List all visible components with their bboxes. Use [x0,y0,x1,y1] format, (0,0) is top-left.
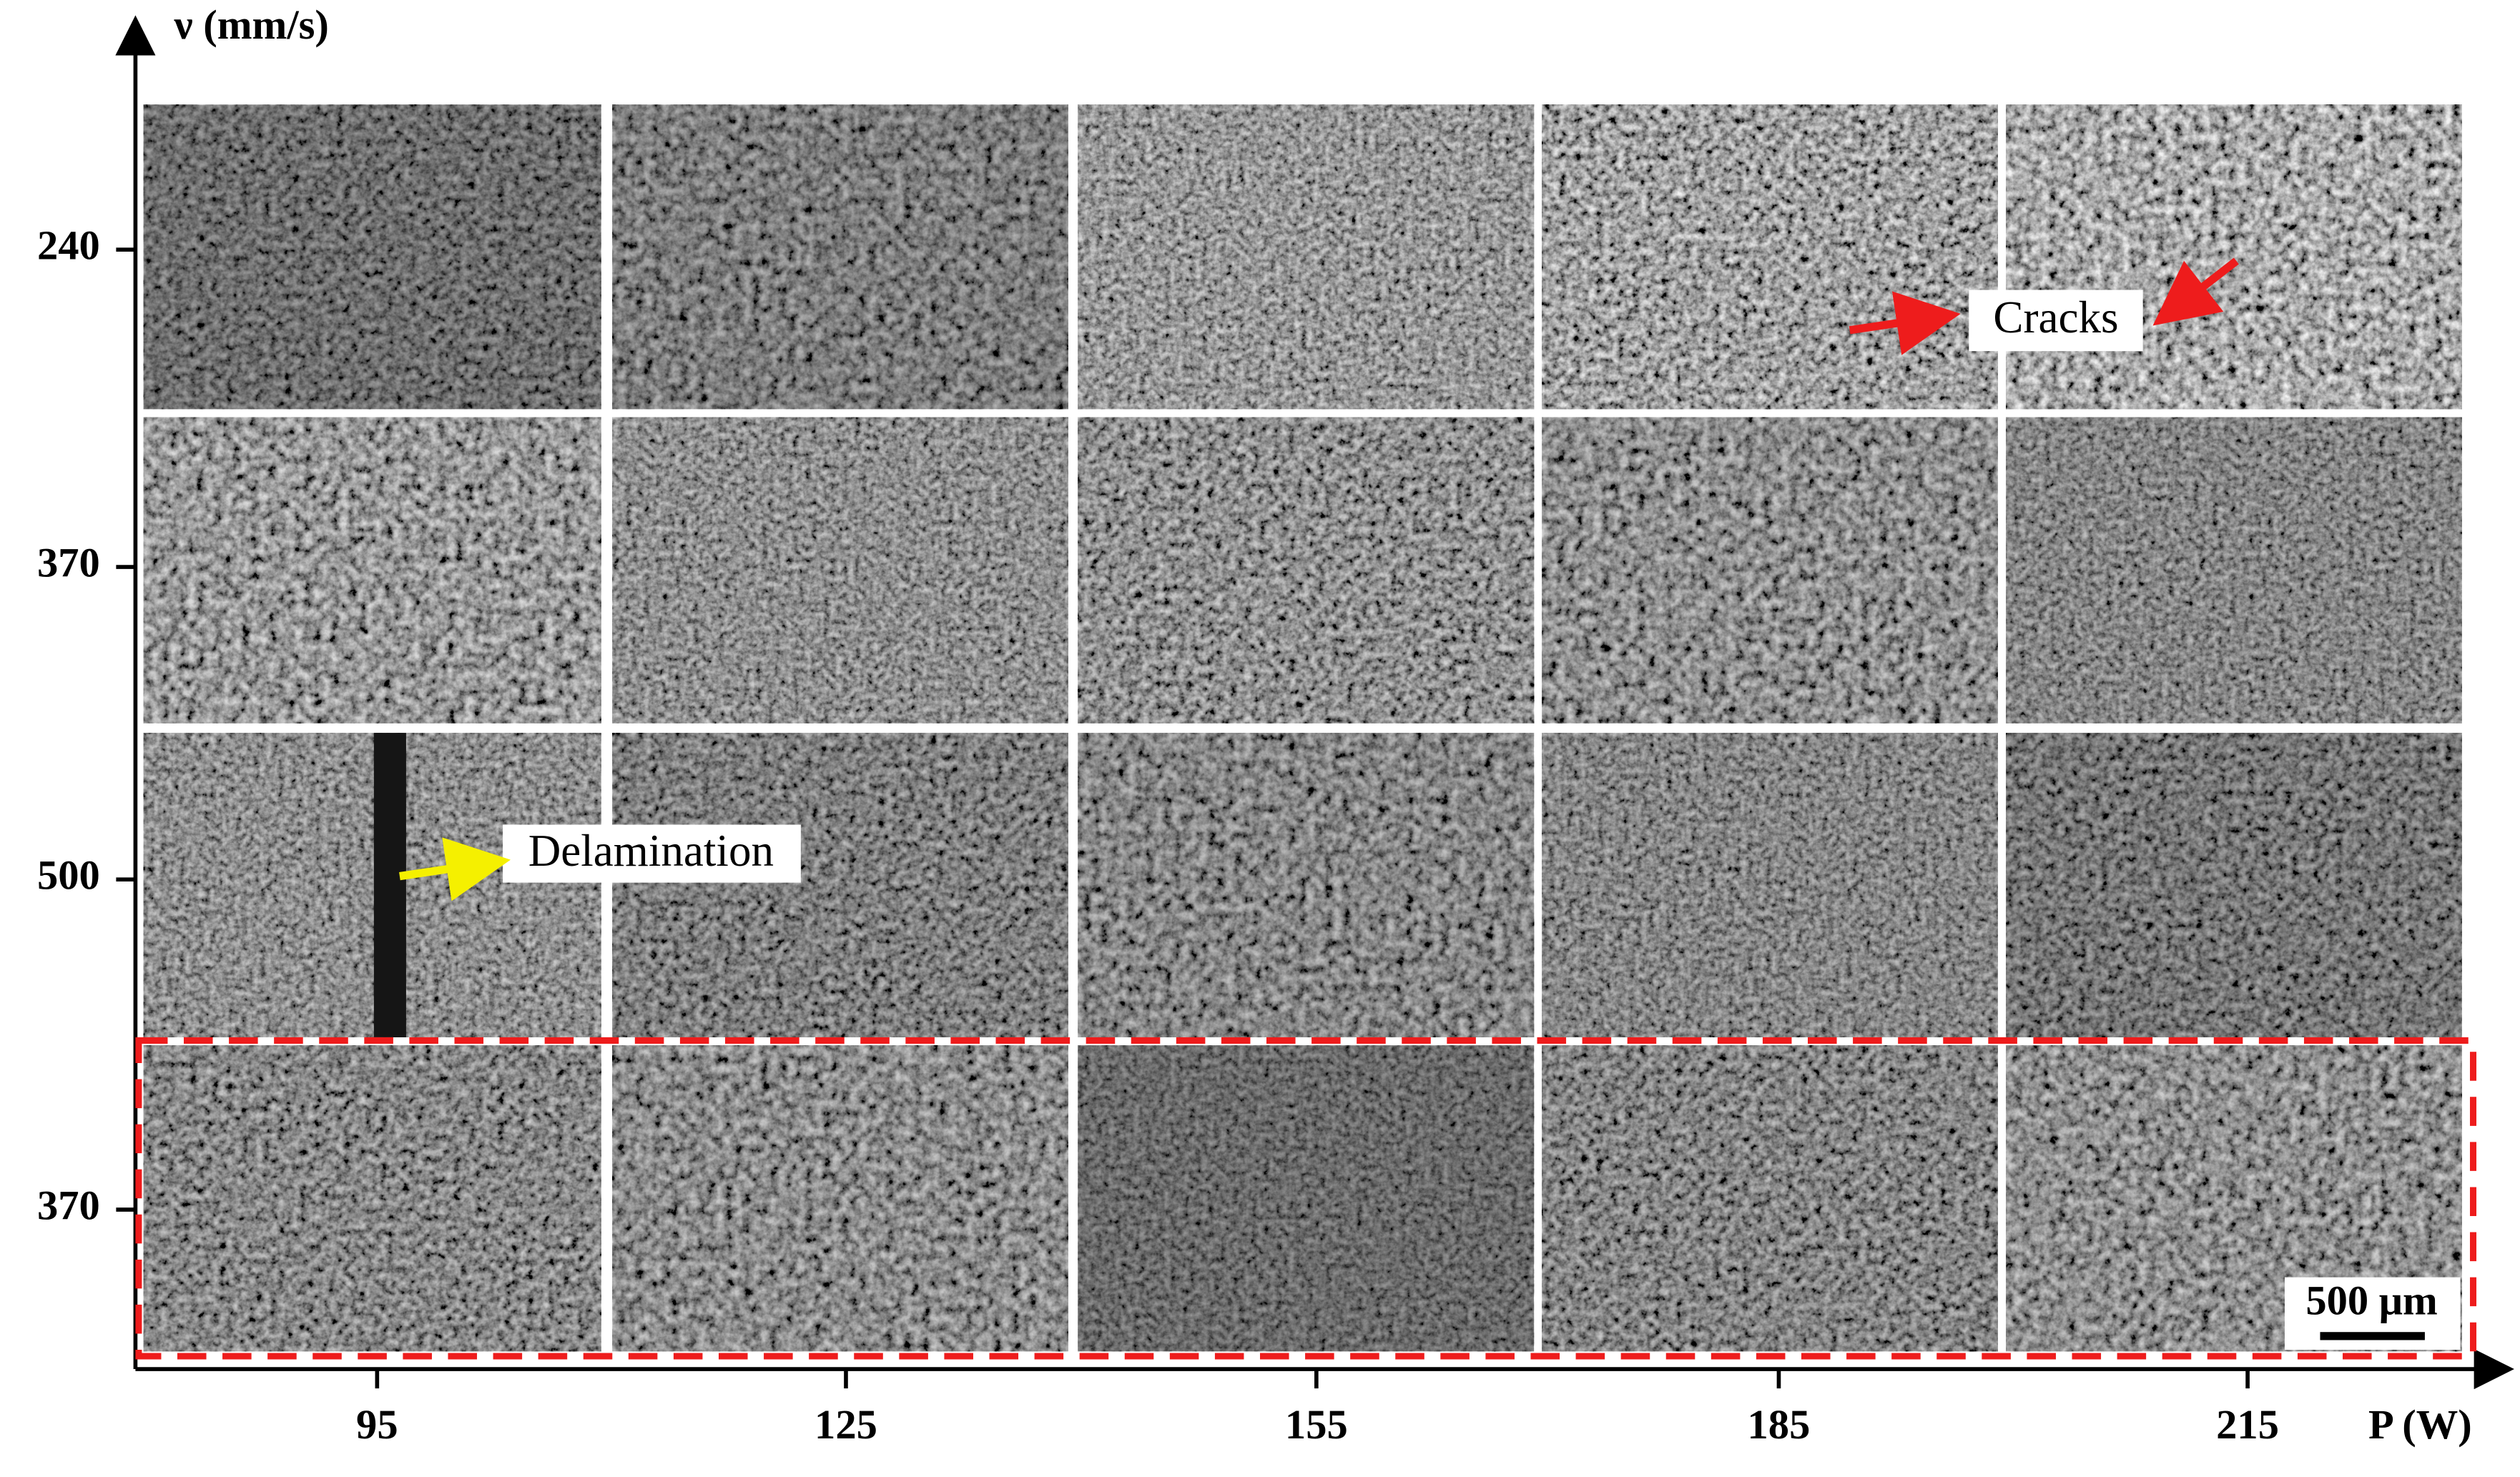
sem-shade [143,417,601,723]
sem-shade [143,104,601,410]
sem-image [1078,417,1535,723]
y-tick-label: 370 [37,1182,100,1228]
x-tick-label: 125 [814,1401,877,1448]
sem-shade [612,1045,1068,1352]
crack-arrow [1849,291,1961,355]
sem-shade [1078,104,1535,410]
sem-image [1542,1045,1998,1352]
x-axis-label: P (W) [2368,1401,2472,1448]
sem-shade [1078,1045,1535,1352]
sem-image [143,733,601,1037]
sem-image [2006,733,2462,1037]
y-tick-label: 500 [37,852,100,899]
sem-shade [1542,417,1998,723]
sem-shade [2006,733,2462,1037]
cracks-label: Cracks [1993,292,2118,342]
label-box [1969,290,2143,352]
sem-image [1542,417,1998,723]
y-tick-label: 370 [37,539,100,586]
sem-image [143,104,601,410]
sem-image [143,417,601,723]
scale-bar-label: 500 μm [2305,1277,2437,1323]
highlight-box [135,1037,2477,1360]
crack-arrow [2152,257,2239,326]
delamination-gap [373,733,406,1037]
y-axis-label: ν (mm/s) [173,1,328,48]
sem-image [1078,104,1535,410]
sem-shade [1542,733,1998,1037]
delamination-label: Delamination [528,826,774,876]
sem-shade [1542,1045,1998,1352]
sem-shade [612,104,1068,410]
sem-image [1078,733,1535,1037]
sem-shade [143,1045,601,1352]
sem-image [2006,104,2462,410]
sem-shade [1078,733,1535,1037]
sem-shade [612,733,1068,1037]
sem-shade [2006,417,2462,723]
sem-shade [1542,104,1998,410]
sem-image [2006,417,2462,723]
sem-shade [1078,417,1535,723]
sem-shade [143,733,601,1037]
sem-image [612,104,1068,410]
delamination-arrow [399,837,511,901]
sem-shade [612,417,1068,723]
sem-image [1542,104,1998,410]
sem-image [612,1045,1068,1352]
label-box [503,824,801,883]
sem-shade [2006,104,2462,410]
sem-image [143,1045,601,1352]
sem-grid [143,104,2462,1352]
sem-image [1542,733,1998,1037]
x-tick-label: 95 [356,1401,398,1448]
sem-image [1078,1045,1535,1352]
sem-image [612,733,1068,1037]
x-tick-label: 185 [1748,1401,1811,1448]
scale-bar [2320,1332,2425,1340]
sem-image [612,417,1068,723]
x-tick-label: 215 [2216,1401,2279,1448]
y-tick-label: 240 [37,222,100,269]
x-tick-label: 155 [1285,1401,1348,1448]
